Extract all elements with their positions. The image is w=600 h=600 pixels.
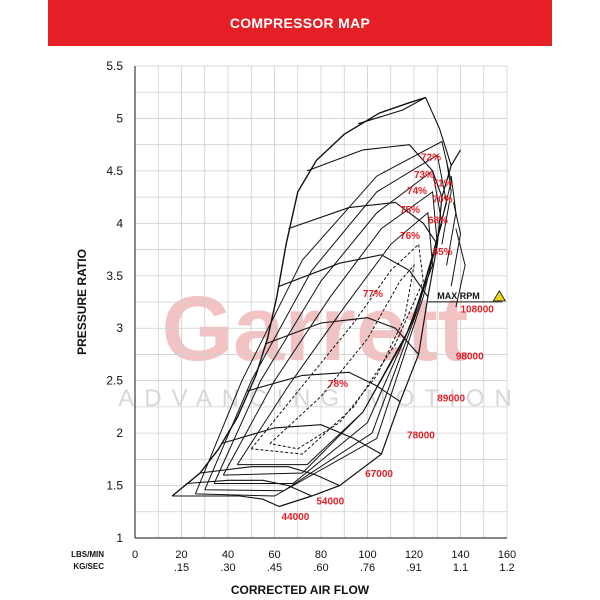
y-tick-label: 5.5 xyxy=(106,59,123,73)
x-tick-label-lbs: 100 xyxy=(358,549,376,561)
efficiency-label: 68% xyxy=(428,215,448,226)
x-tick-label-kg: .45 xyxy=(267,562,282,574)
x-tick-label-lbs: 80 xyxy=(315,549,327,561)
x-tick-label-kg: 1.1 xyxy=(453,562,468,574)
efficiency-island xyxy=(236,211,434,466)
x-tick-label-kg: .60 xyxy=(313,562,328,574)
efficiency-island xyxy=(269,263,415,450)
choke-line xyxy=(278,149,462,508)
speed-line xyxy=(278,254,429,298)
speed-line xyxy=(265,317,420,355)
y-tick-label: 2 xyxy=(116,426,123,440)
speed-line xyxy=(220,424,382,455)
x-tick-label-lbs: 20 xyxy=(175,549,187,561)
efficiency-label: 74% xyxy=(407,186,427,197)
x-tick-label-kg: .15 xyxy=(174,562,189,574)
speed-line xyxy=(200,466,340,487)
efficiency-island xyxy=(450,202,462,287)
efficiency-island xyxy=(455,228,466,308)
efficiency-label: 76% xyxy=(400,231,420,242)
x-tick-label-kg: .30 xyxy=(220,562,235,574)
surge-line xyxy=(171,96,426,497)
watermark-tagline: ADVANCING MOTION xyxy=(118,385,522,412)
efficiency-label: 78% xyxy=(328,379,348,390)
x-unit-label-lbs: LBS/MIN xyxy=(71,550,104,559)
efficiency-label: 72% xyxy=(421,152,441,163)
plot-area xyxy=(171,96,466,508)
y-tick-label: 4 xyxy=(116,216,123,230)
x-tick-label-lbs: 60 xyxy=(268,549,280,561)
x-unit-label-kg: KG/SEC xyxy=(73,562,104,571)
efficiency-label: 65% xyxy=(433,247,453,258)
x-tick-label-lbs: 0 xyxy=(132,549,138,561)
x-tick-label-lbs: 120 xyxy=(405,549,423,561)
y-tick-label: 1 xyxy=(116,531,123,545)
x-axis-label: CORRECTED AIR FLOW xyxy=(231,583,370,597)
chart-title: COMPRESSOR MAP xyxy=(229,15,371,31)
efficiency-label: 73% xyxy=(414,170,434,181)
chart-header: COMPRESSOR MAP xyxy=(48,0,552,46)
rpm-label: 98000 xyxy=(456,352,484,363)
x-tick-label-kg: 1.2 xyxy=(499,562,514,574)
efficiency-label: 75% xyxy=(400,205,420,216)
max-rpm-label: MAX RPM xyxy=(437,291,480,301)
efficiency-label: 71% xyxy=(433,179,453,190)
warning-icon xyxy=(492,290,507,302)
y-tick-label: 3.5 xyxy=(106,269,123,283)
efficiency-island xyxy=(250,243,424,455)
x-tick-label-kg: .76 xyxy=(360,562,375,574)
rpm-label: 67000 xyxy=(365,469,393,480)
chart-labels: 72% 73% 74% 75% 76% 77% 78% 71% 70% 68% 65% 108000 9… xyxy=(281,152,507,523)
efficiency-label: 77% xyxy=(363,289,383,300)
rpm-label: 108000 xyxy=(461,304,495,315)
y-tick-label: 3 xyxy=(116,321,123,335)
y-tick-label: 5 xyxy=(116,111,123,125)
y-axis-label: PRESSURE RATIO xyxy=(75,249,89,355)
watermark: Garrett ADVANCING MOTION xyxy=(118,278,522,412)
efficiency-island xyxy=(222,190,438,476)
efficiency-island xyxy=(441,160,452,245)
speed-line xyxy=(306,144,443,198)
speed-line xyxy=(246,371,401,403)
x-tick-label-lbs: 140 xyxy=(451,549,469,561)
efficiency-island xyxy=(213,170,443,484)
rpm-label: 78000 xyxy=(407,430,435,441)
y-tick-label: 4.5 xyxy=(106,164,123,178)
x-tick-label-lbs: 40 xyxy=(222,549,234,561)
efficiency-island xyxy=(204,154,448,492)
axes: 1 1.5 2 2.5 3 3.5 4 4.5 5 5.5 0 20 40 60 80 100 120 140 16… xyxy=(71,59,516,597)
rpm-label: 54000 xyxy=(316,496,344,507)
speed-line xyxy=(186,479,312,497)
x-tick-label-kg: .91 xyxy=(406,562,421,574)
rpm-label: 89000 xyxy=(437,394,465,405)
efficiency-label: 70% xyxy=(433,194,453,205)
speed-line xyxy=(288,201,438,245)
y-tick-label: 1.5 xyxy=(106,479,123,493)
x-tick-label-lbs: 160 xyxy=(498,549,516,561)
rpm-label: 44000 xyxy=(281,512,309,523)
y-tick-label: 2.5 xyxy=(106,374,123,388)
speed-line xyxy=(172,495,280,508)
